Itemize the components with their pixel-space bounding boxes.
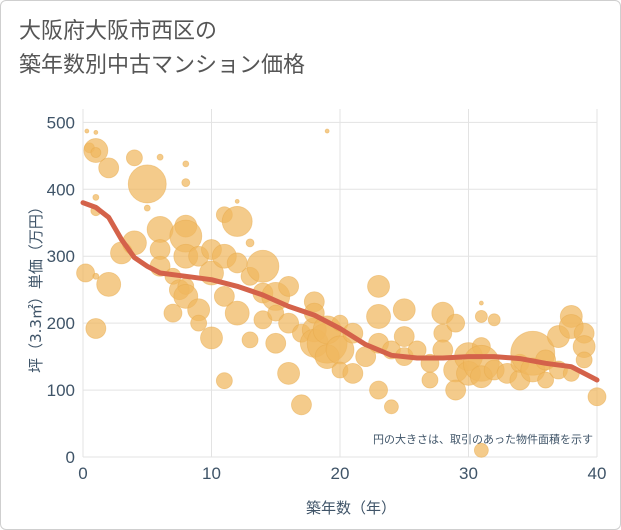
data-bubble <box>366 304 391 329</box>
data-bubble <box>575 351 593 369</box>
data-bubble <box>92 272 100 280</box>
y-tick-label: 300 <box>47 247 75 266</box>
chart-title-line-1: 大阪府大阪市西区の <box>19 19 218 44</box>
bubble-layer <box>76 128 607 458</box>
y-axis-title: 坪（3.3㎡）単価（万円） <box>27 199 45 373</box>
data-bubble <box>324 128 330 134</box>
x-axis-title: 築年数（年） <box>306 499 396 517</box>
x-tick-label: 40 <box>588 464 607 483</box>
data-bubble <box>392 298 416 322</box>
data-bubble <box>224 300 250 326</box>
data-bubble <box>537 371 554 389</box>
data-bubble <box>487 313 501 327</box>
data-bubble <box>291 394 312 416</box>
grid-lines <box>82 109 598 458</box>
data-bubble <box>84 128 90 134</box>
data-bubble <box>445 379 467 401</box>
data-bubble <box>92 193 100 201</box>
data-bubble <box>98 157 120 179</box>
data-bubble <box>474 310 488 323</box>
y-tick-label: 200 <box>47 314 75 333</box>
data-bubble <box>146 216 174 243</box>
data-bubble <box>369 380 388 400</box>
data-bubble <box>85 318 107 339</box>
data-bubble <box>234 198 240 204</box>
x-tick-label: 20 <box>331 464 350 483</box>
data-bubble <box>221 206 253 237</box>
data-bubble <box>367 274 390 298</box>
y-tick-label: 500 <box>47 113 75 132</box>
y-tick-label: 0 <box>66 448 75 467</box>
data-bubble <box>190 314 208 332</box>
data-bubble <box>200 326 223 350</box>
data-bubble <box>93 130 99 135</box>
data-bubble <box>265 332 287 354</box>
trend-line <box>80 200 600 383</box>
data-bubble <box>163 303 183 323</box>
y-tick-label: 100 <box>47 381 75 400</box>
data-bubble <box>156 153 164 161</box>
data-bubble <box>446 313 466 333</box>
data-bubble <box>76 263 95 283</box>
data-bubble <box>587 387 607 407</box>
data-bubble <box>278 275 300 297</box>
data-bubble <box>246 249 280 283</box>
chart-title-line-2: 築年数別中古マンション価格 <box>19 53 306 78</box>
data-bubble <box>241 331 259 349</box>
data-bubble <box>181 178 191 188</box>
data-bubble <box>342 362 364 384</box>
data-bubble <box>277 361 301 385</box>
data-bubble <box>267 304 285 322</box>
x-tick-label: 0 <box>78 464 87 483</box>
data-bubble <box>127 164 167 204</box>
chart-title: 大阪府大阪市西区の 築年数別中古マンション価格 <box>19 15 305 83</box>
data-bubble <box>245 238 255 248</box>
data-bubble <box>143 204 151 212</box>
x-tick-label: 10 <box>202 464 221 483</box>
data-bubble <box>96 271 122 297</box>
data-bubble <box>478 300 484 306</box>
bubble-size-note: 円の大きさは、取引のあった物件面積を示す <box>373 432 593 446</box>
data-bubble <box>182 160 190 168</box>
data-bubble <box>393 326 415 347</box>
x-tick-label: 30 <box>459 464 478 483</box>
data-bubble <box>383 399 399 415</box>
data-bubble <box>215 372 233 390</box>
data-bubble <box>90 147 102 158</box>
data-bubble <box>473 442 489 458</box>
data-bubble <box>421 371 439 389</box>
data-bubble <box>213 285 235 307</box>
y-tick-label: 400 <box>47 180 75 199</box>
data-bubble <box>125 149 143 167</box>
